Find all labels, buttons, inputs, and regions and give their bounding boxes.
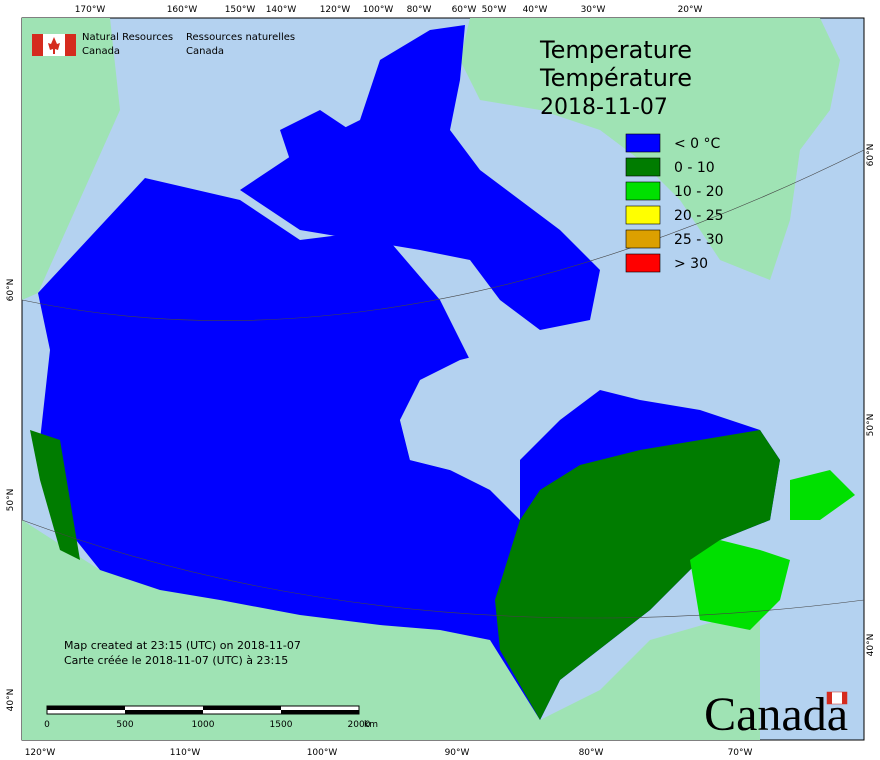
legend-swatch bbox=[625, 205, 661, 225]
zone-10-20-nf bbox=[790, 470, 855, 520]
grat-top: 40°W bbox=[523, 5, 548, 15]
grat-bottom: 70°W bbox=[728, 748, 753, 758]
maple-leaf bbox=[48, 37, 60, 54]
flag-bar bbox=[65, 34, 76, 56]
flag-bar bbox=[827, 692, 832, 704]
grat-right: 60°N bbox=[866, 144, 876, 167]
scale-seg bbox=[47, 706, 125, 710]
grat-top: 20°W bbox=[678, 5, 703, 15]
scale-bar: 0 500 1000 1500 2000 bbox=[44, 705, 371, 730]
title-fr: Température bbox=[539, 64, 692, 92]
legend-label: 0 - 10 bbox=[674, 160, 715, 176]
scale-unit: km bbox=[364, 720, 378, 730]
scale-label: 0 bbox=[44, 720, 50, 730]
scale-label: 1000 bbox=[192, 720, 215, 730]
grat-top: 60°W bbox=[452, 5, 477, 15]
credit: Map created at 23:15 (UTC) on 2018-11-07 bbox=[64, 639, 301, 652]
grat-right: 40°N bbox=[866, 634, 876, 657]
scale-seg bbox=[203, 706, 281, 710]
grat-bottom: 80°W bbox=[579, 748, 604, 758]
agency-en: Canada bbox=[82, 46, 120, 57]
island bbox=[280, 110, 350, 160]
scale-label: 1500 bbox=[270, 720, 293, 730]
agency-fr: Canada bbox=[186, 46, 224, 57]
legend-swatch bbox=[625, 157, 661, 177]
legend-label: 10 - 20 bbox=[674, 184, 724, 200]
wordmark: Canada bbox=[704, 688, 848, 741]
graticule bbox=[21, 149, 865, 619]
legend-label: < 0 °C bbox=[674, 136, 721, 152]
legend-label: 25 - 30 bbox=[674, 232, 724, 248]
zone-west bbox=[30, 430, 80, 560]
zone-10-20 bbox=[690, 540, 790, 630]
credit: Carte créée le 2018-11-07 (UTC) à 23:15 bbox=[64, 654, 288, 667]
alaska bbox=[22, 18, 120, 300]
agency-fr: Ressources naturelles bbox=[186, 32, 295, 43]
grat-top: 160°W bbox=[167, 5, 198, 15]
date: 2018-11-07 bbox=[540, 95, 668, 120]
title-en: Temperature bbox=[539, 36, 692, 64]
arctic-islands bbox=[240, 25, 600, 330]
grat-top: 50°W bbox=[482, 5, 507, 15]
grat-top: 140°W bbox=[266, 5, 297, 15]
graticule-labels: 170°W 160°W 150°W 140°W 120°W 100°W 80°W 60°W 50… bbox=[6, 5, 876, 758]
hudson-bay bbox=[400, 350, 530, 480]
grat-left: 40°N bbox=[6, 689, 16, 712]
agency-en: Natural Resources bbox=[82, 32, 173, 43]
legend: < 0 °C 0 - 10 10 - 20 20 - 25 25 - 30 > 30 bbox=[625, 133, 724, 273]
usa bbox=[22, 520, 760, 740]
scale-seg bbox=[125, 710, 203, 714]
grat-bottom: 100°W bbox=[307, 748, 338, 758]
grat-bottom: 120°W bbox=[25, 748, 56, 758]
flag-bar bbox=[842, 692, 847, 704]
legend-swatch bbox=[625, 253, 661, 273]
grat-top: 120°W bbox=[320, 5, 351, 15]
grat-top: 170°W bbox=[75, 5, 106, 15]
legend-swatch bbox=[625, 229, 661, 249]
grat-left: 60°N bbox=[6, 279, 16, 302]
grat-top: 30°W bbox=[581, 5, 606, 15]
grat-top: 150°W bbox=[225, 5, 256, 15]
legend-label: > 30 bbox=[674, 256, 708, 272]
zone-0-10 bbox=[495, 430, 780, 720]
grat-line bbox=[21, 519, 865, 619]
scale-label: 500 bbox=[116, 720, 133, 730]
legend-swatch bbox=[625, 133, 661, 153]
legend-label: 20 - 25 bbox=[674, 208, 724, 224]
grat-top: 80°W bbox=[407, 5, 432, 15]
land bbox=[22, 18, 855, 740]
grat-line bbox=[21, 149, 865, 321]
flag-bar bbox=[32, 34, 43, 56]
scale-label: 2000 bbox=[348, 720, 371, 730]
scale-seg bbox=[281, 710, 359, 714]
grat-right: 50°N bbox=[866, 414, 876, 437]
grat-left: 50°N bbox=[6, 489, 16, 512]
legend-swatch bbox=[625, 181, 661, 201]
grat-bottom: 90°W bbox=[445, 748, 470, 758]
grat-bottom: 110°W bbox=[170, 748, 201, 758]
grat-top: 100°W bbox=[363, 5, 394, 15]
